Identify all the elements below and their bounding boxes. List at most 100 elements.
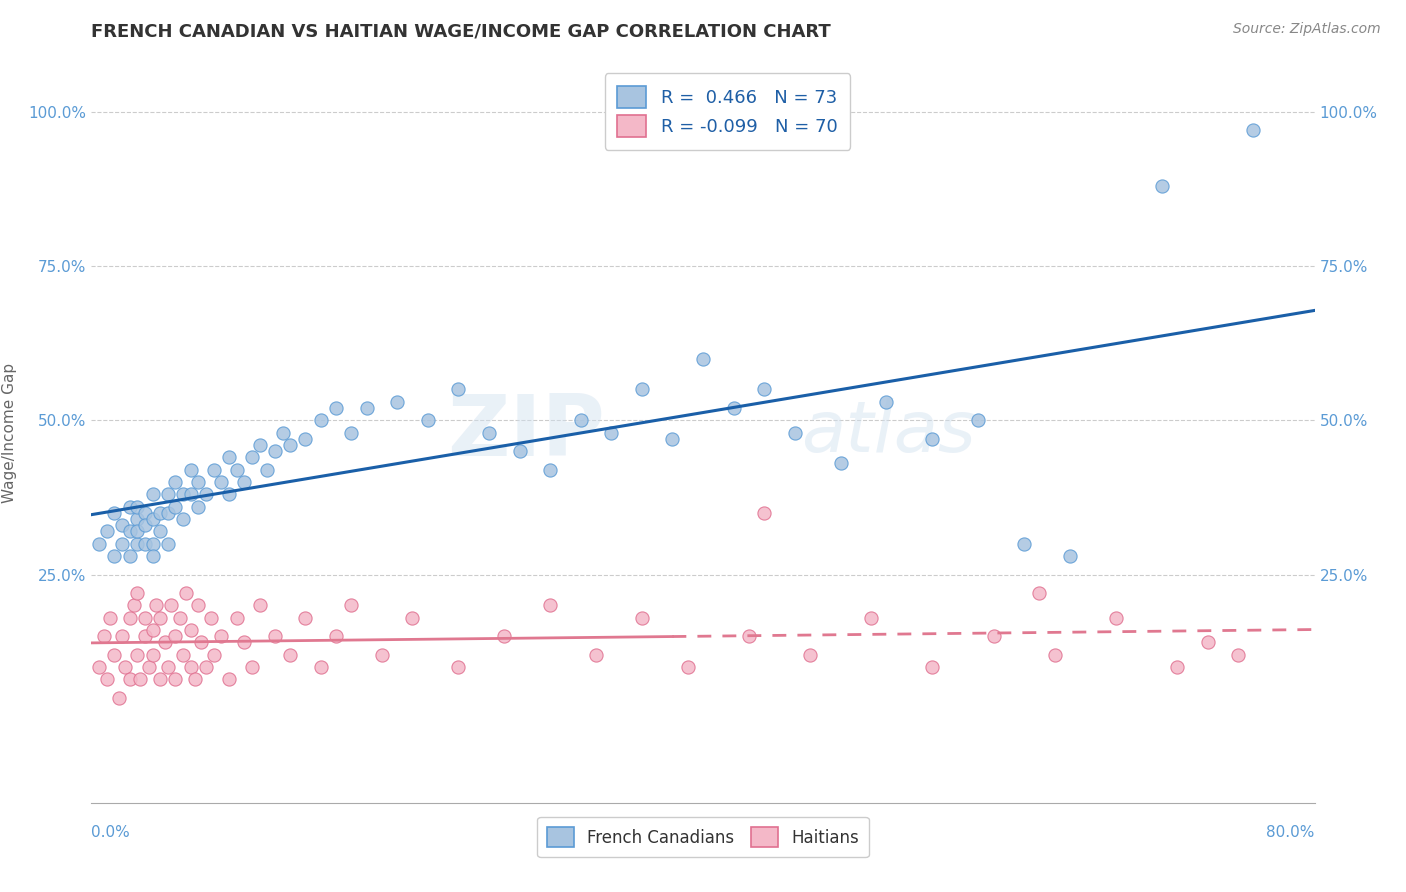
Point: [118, 524, 141, 539]
Point: [1028, 586, 1050, 600]
Point: [156, 536, 179, 550]
Point: [108, 690, 131, 705]
Point: [127, 586, 149, 600]
Point: [225, 462, 247, 476]
Point: [103, 549, 125, 563]
Point: [127, 500, 149, 514]
Point: [122, 599, 145, 613]
Point: [160, 599, 183, 613]
Text: 0.0%: 0.0%: [91, 825, 131, 840]
Point: [401, 611, 423, 625]
Point: [96, 524, 118, 539]
Point: [180, 487, 202, 501]
Point: [145, 599, 167, 613]
Point: [264, 444, 287, 458]
Point: [111, 536, 134, 550]
Text: atlas: atlas: [801, 398, 976, 467]
Point: [754, 383, 776, 397]
Point: [141, 536, 163, 550]
Point: [156, 660, 179, 674]
Point: [600, 425, 623, 440]
Point: [134, 629, 156, 643]
Point: [218, 450, 240, 465]
Point: [134, 611, 156, 625]
Point: [1043, 648, 1066, 662]
Point: [631, 611, 654, 625]
Point: [149, 506, 172, 520]
Point: [149, 673, 172, 687]
Point: [149, 524, 172, 539]
Point: [103, 648, 125, 662]
Point: [225, 611, 247, 625]
Point: [184, 673, 207, 687]
Point: [1059, 549, 1081, 563]
Point: [172, 487, 194, 501]
Point: [271, 425, 294, 440]
Point: [127, 648, 149, 662]
Point: [830, 457, 852, 471]
Point: [240, 450, 263, 465]
Text: Source: ZipAtlas.com: Source: ZipAtlas.com: [1233, 22, 1381, 37]
Point: [156, 506, 179, 520]
Point: [172, 648, 194, 662]
Point: [129, 673, 152, 687]
Point: [1150, 178, 1173, 193]
Point: [325, 401, 347, 415]
Point: [87, 660, 110, 674]
Point: [111, 629, 134, 643]
Point: [278, 648, 301, 662]
Point: [340, 599, 363, 613]
Point: [585, 648, 607, 662]
Point: [447, 383, 470, 397]
Point: [264, 629, 287, 643]
Point: [538, 462, 561, 476]
Point: [967, 413, 990, 427]
Point: [195, 487, 218, 501]
Point: [309, 660, 332, 674]
Point: [218, 673, 240, 687]
Point: [149, 611, 172, 625]
Point: [118, 549, 141, 563]
Point: [921, 660, 943, 674]
Point: [371, 648, 394, 662]
Point: [141, 623, 163, 637]
Point: [1012, 536, 1035, 550]
Point: [180, 660, 202, 674]
Point: [96, 673, 118, 687]
Point: [114, 660, 136, 674]
Point: [509, 444, 531, 458]
Point: [180, 462, 202, 476]
Point: [153, 635, 176, 649]
Point: [240, 660, 263, 674]
Point: [169, 611, 191, 625]
Point: [1105, 611, 1128, 625]
Point: [174, 586, 197, 600]
Text: 80.0%: 80.0%: [1267, 825, 1315, 840]
Point: [340, 425, 363, 440]
Point: [569, 413, 592, 427]
Point: [134, 518, 156, 533]
Point: [87, 536, 110, 550]
Point: [209, 475, 232, 489]
Point: [294, 432, 316, 446]
Point: [256, 462, 278, 476]
Point: [875, 394, 898, 409]
Point: [134, 506, 156, 520]
Point: [921, 432, 943, 446]
Point: [325, 629, 347, 643]
Point: [1166, 660, 1188, 674]
Point: [165, 475, 187, 489]
Point: [294, 611, 316, 625]
Point: [356, 401, 378, 415]
Point: [127, 524, 149, 539]
Point: [233, 475, 256, 489]
Point: [141, 648, 163, 662]
Text: ZIP: ZIP: [447, 391, 605, 475]
Point: [118, 500, 141, 514]
Point: [738, 629, 761, 643]
Point: [190, 635, 212, 649]
Point: [134, 536, 156, 550]
Point: [187, 475, 209, 489]
Point: [202, 648, 225, 662]
Point: [631, 383, 654, 397]
